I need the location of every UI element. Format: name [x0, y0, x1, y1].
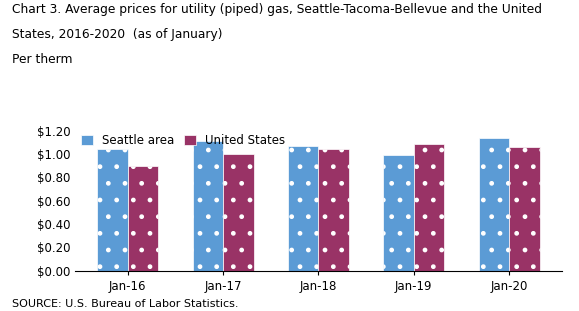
Bar: [478, 138, 509, 271]
Bar: [318, 149, 349, 271]
Text: Chart 3. Average prices for utility (piped) gas, Seattle-Tacoma-Bellevue and the: Chart 3. Average prices for utility (pip…: [12, 3, 541, 16]
Text: States, 2016-2020  (as of January): States, 2016-2020 (as of January): [12, 28, 222, 41]
Bar: [128, 166, 159, 271]
Bar: [223, 154, 254, 271]
Bar: [414, 144, 444, 271]
Legend: Seattle area, United States: Seattle area, United States: [81, 134, 285, 147]
Bar: [383, 155, 414, 271]
Bar: [288, 146, 318, 271]
Text: Per therm: Per therm: [12, 53, 72, 66]
Bar: [509, 147, 540, 271]
Text: SOURCE: U.S. Bureau of Labor Statistics.: SOURCE: U.S. Bureau of Labor Statistics.: [12, 299, 238, 309]
Bar: [193, 141, 223, 271]
Bar: [97, 149, 128, 271]
